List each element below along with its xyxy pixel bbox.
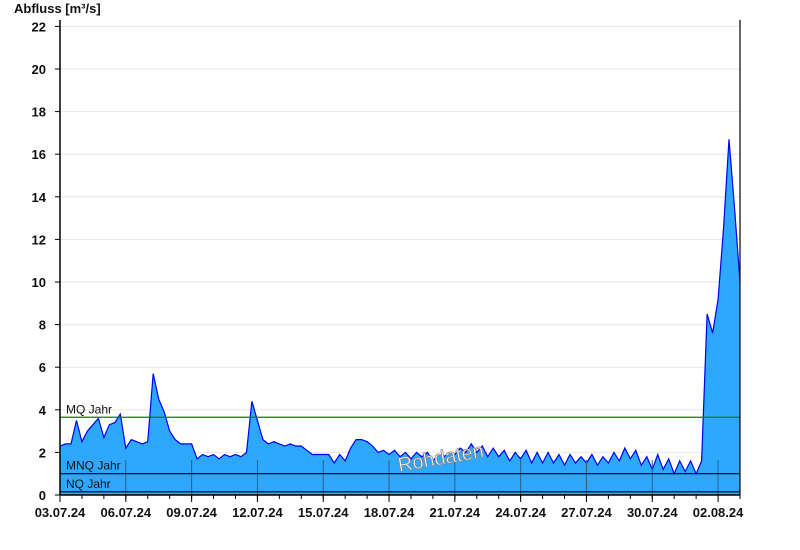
y-tick-label: 18 [32, 105, 46, 120]
x-tick-label: 09.07.24 [166, 505, 217, 520]
y-tick-label: 8 [39, 318, 46, 333]
y-tick-label: 16 [32, 147, 46, 162]
y-tick-label: 22 [32, 19, 46, 34]
x-tick-label: 12.07.24 [232, 505, 283, 520]
y-tick-label: 14 [32, 190, 47, 205]
series-line [59, 139, 741, 476]
x-tick-label: 27.07.24 [561, 505, 612, 520]
y-axis-title: Abfluss [m³/s] [14, 1, 101, 16]
series-area [59, 139, 741, 496]
day-grid-lines [125, 460, 719, 495]
y-tick-labels: 0 2 4 6 8 10 12 14 16 18 20 22 [32, 19, 47, 503]
reference-line-label: MQ Jahr [66, 402, 112, 416]
reference-lines: MQ Jahr MNQ Jahr NQ Jahr [60, 402, 740, 493]
y-tick-label: 10 [32, 275, 46, 290]
y-tick-label: 12 [32, 232, 46, 247]
x-tick-label: 15.07.24 [298, 505, 349, 520]
y-tick-label: 2 [39, 445, 46, 460]
series-fill [60, 139, 740, 496]
reference-line-label: NQ Jahr [66, 477, 111, 491]
x-tick-label: 03.07.24 [35, 505, 86, 520]
reference-line-label: MNQ Jahr [66, 459, 121, 473]
x-tick-label: 06.07.24 [101, 505, 152, 520]
y-tick-label: 20 [32, 62, 46, 77]
x-tick-label: 30.07.24 [627, 505, 678, 520]
gridlines [60, 25, 740, 453]
x-tick-label: 02.08.24 [693, 505, 744, 520]
x-tick-label: 21.07.24 [430, 505, 481, 520]
x-tick-label: 24.07.24 [495, 505, 546, 520]
x-tick-labels: 03.07.24 06.07.24 09.07.24 12.07.24 15.07.24… [35, 505, 744, 520]
axes [55, 20, 741, 502]
x-tick-label: 18.07.24 [364, 505, 415, 520]
y-tick-label: 0 [39, 488, 46, 503]
y-tick-label: 4 [39, 403, 47, 418]
y-tick-label: 6 [39, 360, 46, 375]
